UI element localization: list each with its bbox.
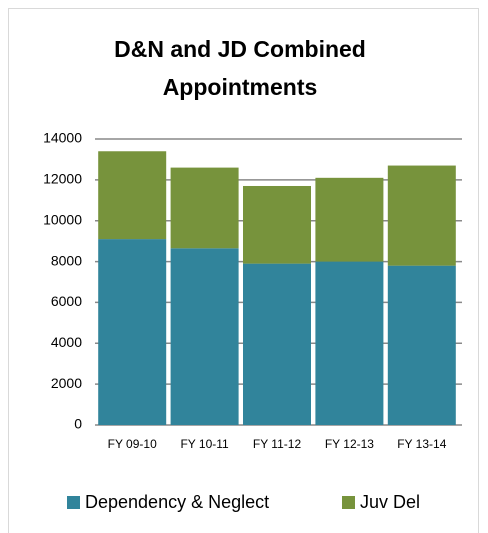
y-tick-label: 0 xyxy=(74,416,82,432)
chart-border xyxy=(8,8,479,533)
y-tick-label: 8000 xyxy=(51,252,82,268)
legend-label: Dependency & Neglect xyxy=(85,492,269,512)
bar-segment xyxy=(98,239,167,425)
legend-label: Juv Del xyxy=(360,492,420,512)
chart-title: D&N and JD Combined Appointments xyxy=(114,36,366,100)
y-tick-label: 10000 xyxy=(43,211,82,227)
y-tick-label: 2000 xyxy=(51,375,82,391)
bar-segment xyxy=(170,248,239,425)
x-tick-label: FY 09-10 xyxy=(108,437,157,451)
bar-segment xyxy=(243,263,311,425)
bar-segment xyxy=(98,151,167,240)
bar-segment xyxy=(315,177,384,262)
legend-swatch xyxy=(342,496,355,509)
y-tick-label: 12000 xyxy=(43,171,82,187)
bar-segment xyxy=(387,265,456,425)
x-tick-label: FY 11-12 xyxy=(253,437,302,451)
bar-segment xyxy=(387,165,456,266)
bar-segment xyxy=(243,185,311,264)
y-tick-label: 4000 xyxy=(51,334,82,350)
bar-segment xyxy=(170,167,239,249)
y-tick-label: 6000 xyxy=(51,293,82,309)
x-tick-label: FY 13-14 xyxy=(397,437,446,451)
x-tick-label: FY 12-13 xyxy=(325,437,374,451)
x-tick-label: FY 10-11 xyxy=(180,437,229,451)
legend-swatch xyxy=(67,496,80,509)
y-tick-label: 14000 xyxy=(43,130,82,146)
bar-segment xyxy=(315,261,384,425)
